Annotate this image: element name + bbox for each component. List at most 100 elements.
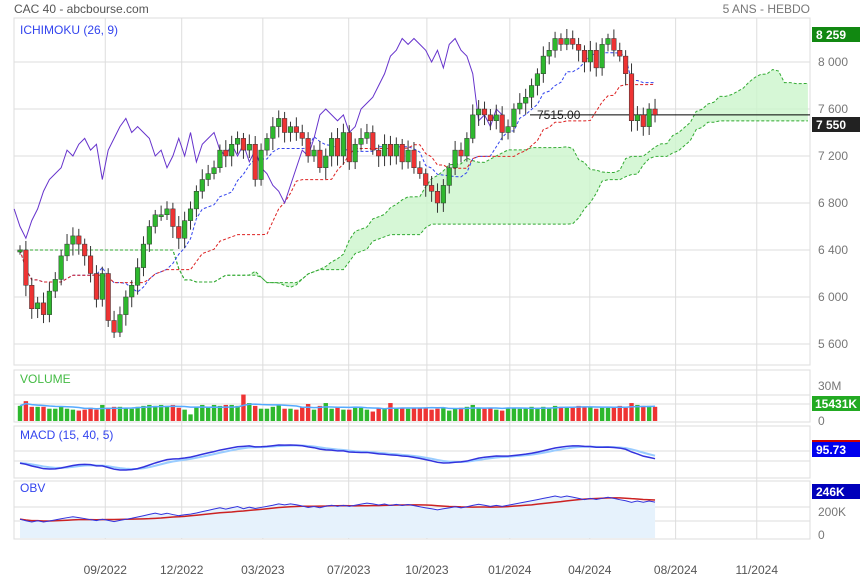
candle: [517, 102, 523, 110]
obv-axis-zero: 0: [818, 528, 825, 542]
volume-bar: [382, 408, 387, 421]
candle: [293, 126, 299, 133]
volume-bar: [470, 404, 475, 421]
candle: [29, 285, 35, 309]
candle: [487, 114, 493, 121]
high-badge: [812, 27, 860, 42]
candle: [70, 235, 76, 245]
volume-bar: [182, 409, 187, 421]
candle: [405, 149, 411, 163]
candle: [23, 249, 29, 286]
volume-bar: [370, 411, 375, 421]
volume-bar: [223, 404, 228, 421]
volume-bar: [435, 408, 440, 421]
candle: [311, 149, 317, 157]
volume-bar: [623, 407, 628, 421]
last-price-label: 7515.00: [537, 108, 581, 122]
candle: [164, 208, 170, 215]
volume-bar: [564, 406, 570, 421]
y-tick-label: 8 000: [818, 55, 848, 69]
candle: [476, 108, 482, 116]
candle: [129, 285, 135, 298]
y-tick-label: 7 600: [818, 102, 848, 116]
macd-signal-marker: [812, 440, 860, 442]
y-tick-label: 7 200: [818, 149, 848, 163]
volume-bar: [452, 408, 458, 421]
candle: [640, 114, 646, 127]
volume-bar: [58, 406, 64, 421]
volume-bar: [200, 404, 205, 421]
volume-bar: [211, 404, 217, 421]
x-tick-label: 09/2022: [84, 563, 128, 577]
volume-bar: [488, 407, 493, 421]
candle: [634, 114, 640, 121]
volume-bar: [646, 405, 652, 421]
candle: [52, 279, 58, 292]
candle: [187, 208, 194, 221]
volume-bar: [652, 406, 658, 421]
candle: [282, 118, 288, 133]
volume-bar: [70, 409, 76, 421]
main-panel: [13, 17, 811, 366]
candle: [270, 126, 276, 139]
volume-bar: [511, 407, 517, 421]
candle: [429, 185, 435, 192]
volume-bar: [194, 406, 199, 421]
candle: [82, 243, 88, 257]
volume-bar: [323, 403, 328, 421]
period-label[interactable]: 5 ANS - HEBDO: [723, 2, 810, 16]
candle: [464, 138, 470, 157]
candle: [493, 114, 499, 121]
candle: [581, 50, 588, 63]
volume-bar: [364, 409, 370, 421]
volume-bar: [247, 403, 252, 421]
candle: [382, 144, 388, 157]
candle: [599, 44, 605, 69]
volume-bar: [270, 406, 276, 421]
chikou-line: [13, 37, 503, 240]
candle: [146, 226, 152, 245]
volume-bar: [335, 406, 340, 421]
candle: [229, 144, 235, 157]
candle: [393, 144, 399, 157]
volume-bar: [47, 408, 52, 421]
volume-bar: [53, 408, 58, 421]
volume-bar: [417, 407, 423, 421]
volume-bar: [476, 407, 481, 421]
candle: [399, 144, 405, 163]
volume-badge-text: 15431K: [815, 397, 857, 411]
candle: [346, 132, 352, 163]
volume-bar: [170, 404, 176, 421]
volume-bar: [82, 409, 87, 421]
candle: [323, 155, 329, 168]
candle: [387, 144, 393, 157]
volume-bar: [94, 409, 99, 421]
candle: [158, 214, 164, 217]
obv-label: OBV: [20, 481, 45, 495]
candle: [199, 179, 205, 192]
volume-bar: [576, 405, 581, 421]
volume-axis-zero: 0: [818, 414, 825, 428]
y-tick-label: 5 600: [818, 337, 848, 351]
candle: [558, 38, 564, 45]
volume-bar: [164, 405, 170, 421]
candle: [499, 114, 505, 133]
volume-bar: [282, 408, 287, 421]
candle: [235, 138, 241, 145]
candle: [35, 302, 41, 309]
candle: [334, 138, 341, 157]
volume-bar: [599, 407, 605, 421]
volume-bar: [35, 406, 40, 421]
candle: [352, 144, 358, 163]
volume-bar: [558, 406, 564, 421]
volume-bar: [394, 407, 399, 421]
candle: [117, 314, 123, 333]
candle: [252, 144, 258, 180]
volume-bar: [100, 404, 105, 421]
candle: [276, 118, 282, 127]
candle: [240, 138, 246, 151]
volume-bar: [611, 406, 617, 421]
candle: [529, 85, 535, 98]
